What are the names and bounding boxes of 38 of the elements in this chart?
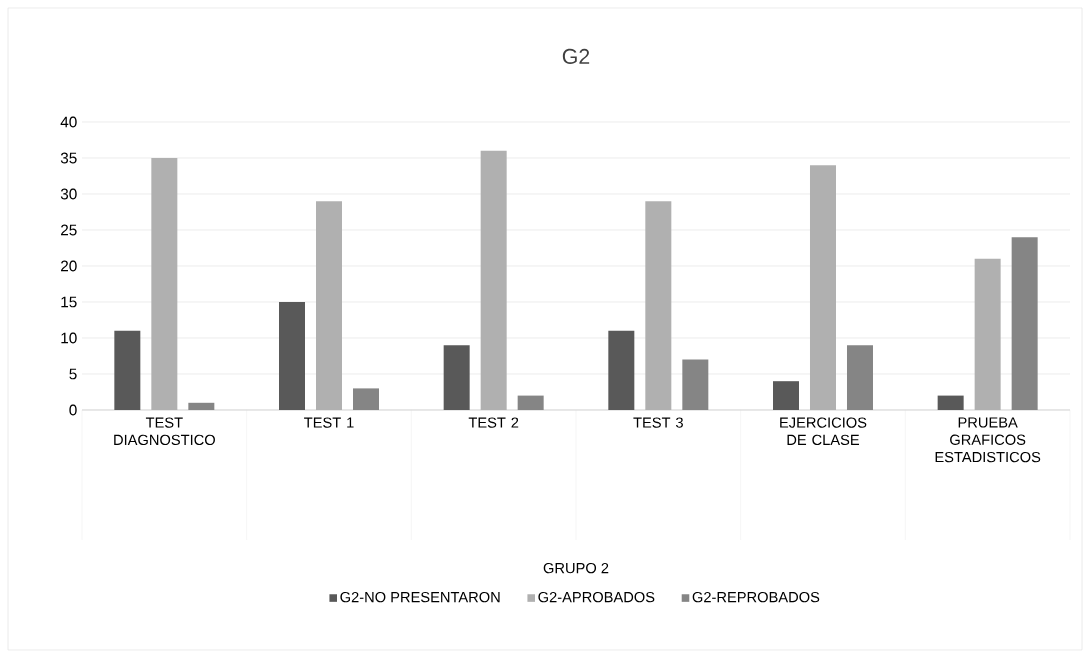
y-tick-label: 40	[60, 116, 77, 128]
bar	[480, 150, 507, 410]
bar	[353, 388, 379, 410]
legend-label: G2-NO PRESENTARON	[340, 591, 500, 603]
y-tick-label: 5	[69, 368, 77, 380]
bar	[974, 258, 1001, 410]
bar	[772, 381, 799, 410]
y-tick-label: 10	[61, 332, 77, 344]
bar	[517, 395, 544, 410]
legend-label: G2-REPROBADOS	[692, 591, 820, 603]
bar	[114, 330, 141, 410]
y-tick-label: 0	[69, 404, 77, 416]
bar	[682, 359, 709, 410]
bar	[937, 395, 964, 410]
bar	[151, 158, 178, 410]
bar	[846, 345, 873, 410]
x-tick-label: PRUEBA GRAFICOS ESTADISTICOS	[935, 417, 1041, 463]
bar	[443, 345, 470, 410]
x-tick-label: TEST DIAGNOSTICO	[114, 417, 215, 446]
bar	[316, 201, 342, 410]
y-tick-label: 15	[61, 296, 77, 308]
bar	[608, 330, 635, 410]
bar	[188, 402, 215, 410]
bar	[645, 201, 672, 410]
bar	[1011, 237, 1038, 410]
legend-label: G2-APROBADOS	[538, 591, 655, 603]
y-tick-label: 35	[60, 152, 77, 164]
text: GRUPO 2	[543, 562, 609, 574]
y-tick-label: 20	[61, 260, 77, 272]
x-tick-label: TEST 2	[468, 417, 519, 428]
bar	[809, 165, 836, 410]
x-tick-label: EJERCICIOS DE CLASE	[780, 417, 867, 446]
chart-title: G2	[562, 48, 590, 64]
x-tick-label: TEST 1	[304, 417, 354, 428]
y-tick-label: 30	[60, 188, 77, 200]
y-tick-label: 25	[61, 224, 77, 236]
bar	[279, 302, 305, 410]
x-tick-label: TEST 3	[633, 417, 683, 428]
